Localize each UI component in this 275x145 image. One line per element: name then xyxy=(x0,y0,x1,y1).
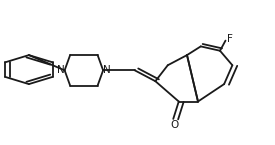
Text: F: F xyxy=(227,34,233,44)
Text: O: O xyxy=(170,120,179,130)
Text: N: N xyxy=(57,65,64,75)
Text: N: N xyxy=(103,65,111,75)
